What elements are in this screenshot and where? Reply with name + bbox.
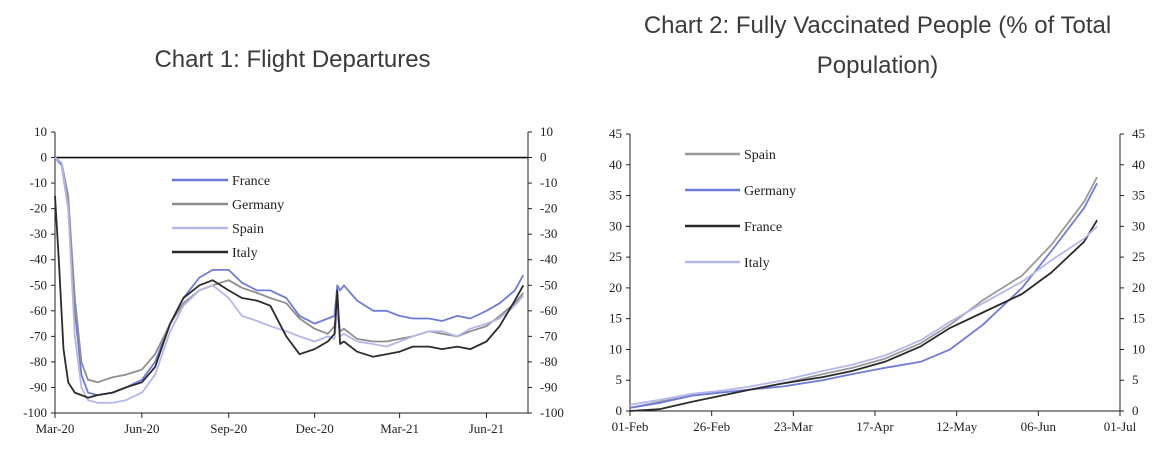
x-tick-label: Mar-21 <box>380 421 419 436</box>
legend-label-germany: Germany <box>744 184 796 199</box>
y-tick-label: -90 <box>540 379 557 394</box>
x-tick-label: 01-Feb <box>612 419 649 434</box>
y-tick-label: 10 <box>34 124 47 139</box>
series-line-italy <box>629 225 1098 406</box>
series-line-spain <box>629 176 1098 409</box>
y-tick-label: 35 <box>1132 188 1145 203</box>
x-tick-label: Mar-20 <box>36 421 75 436</box>
y-tick-label: 30 <box>1132 218 1145 233</box>
x-tick-label: 23-Mar <box>774 419 814 434</box>
y-tick-label: 40 <box>609 157 622 172</box>
y-tick-label: -30 <box>540 226 557 241</box>
y-tick-label: -40 <box>30 252 47 267</box>
y-tick-label: 10 <box>540 124 553 139</box>
y-tick-label: -20 <box>30 201 47 216</box>
y-tick-label: 0 <box>1132 403 1139 418</box>
vaccination-chart: Chart 2: Fully Vaccinated People (% of T… <box>585 0 1170 460</box>
y-tick-label: 25 <box>1132 249 1145 264</box>
y-tick-label: 10 <box>609 341 622 356</box>
legend-label-italy: Italy <box>744 256 770 271</box>
y-tick-label: 10 <box>1132 341 1145 356</box>
x-tick-label: 26-Feb <box>693 419 730 434</box>
y-tick-label: 35 <box>609 188 622 203</box>
series-line-germany <box>629 182 1098 409</box>
series-line-france <box>629 219 1098 412</box>
flight-departures-plot: 10 10 0 0 -10 -10 -20 -20 -30 -30 -40 -40 -50 -50 -60 -… <box>23 124 564 436</box>
x-tick-label: 17-Apr <box>856 419 894 434</box>
y-tick-label: 5 <box>616 372 623 387</box>
x-tick-label: Dec-20 <box>295 421 333 436</box>
y-tick-label: -40 <box>540 252 557 267</box>
y-tick-label: 15 <box>1132 311 1145 326</box>
chart-title: Chart 2: Fully Vaccinated People (% of T… <box>643 12 1112 79</box>
legend-label-spain: Spain <box>232 222 264 237</box>
series-line-spain <box>54 156 524 404</box>
x-tick-label: Sep-20 <box>210 421 247 436</box>
y-tick-label: -70 <box>30 328 47 343</box>
y-tick-label: 5 <box>1132 372 1139 387</box>
x-tick-label: 06-Jun <box>1021 419 1057 434</box>
x-tick-label: 01-Jul <box>1104 419 1137 434</box>
flight-departures-chart: Chart 1: Flight Departures 10 10 0 0 -10 -10 -… <box>23 46 564 436</box>
y-tick-label: -30 <box>30 226 47 241</box>
y-tick-label: 0 <box>616 403 623 418</box>
y-tick-label: 45 <box>1132 126 1145 141</box>
legend-label-germany: Germany <box>232 198 284 213</box>
y-tick-label: 25 <box>609 249 622 264</box>
y-tick-label: 45 <box>609 126 622 141</box>
y-tick-label: -10 <box>540 175 557 190</box>
y-tick-label: 40 <box>1132 157 1145 172</box>
y-tick-label: -70 <box>540 328 557 343</box>
y-tick-label: -50 <box>30 277 47 292</box>
series-line-italy <box>54 195 525 399</box>
y-tick-label: 20 <box>609 280 622 295</box>
series-line-germany <box>54 156 524 384</box>
y-tick-label: -20 <box>540 201 557 216</box>
legend-label-spain: Spain <box>744 148 776 163</box>
y-tick-label: -100 <box>540 405 564 420</box>
legend-label-france: France <box>232 174 270 189</box>
y-tick-label: -90 <box>30 379 47 394</box>
chart-title: Chart 1: Flight Departures <box>154 46 431 73</box>
y-tick-label: -60 <box>30 303 47 318</box>
x-tick-label: Jun-20 <box>124 421 159 436</box>
y-tick-label: 30 <box>609 218 622 233</box>
legend-label-france: France <box>744 220 782 235</box>
y-tick-label: -60 <box>540 303 557 318</box>
y-tick-label: 20 <box>1132 280 1145 295</box>
series-line-france <box>54 156 525 397</box>
y-tick-label: 0 <box>540 150 547 165</box>
y-tick-label: -10 <box>30 175 47 190</box>
y-tick-label: 0 <box>41 150 48 165</box>
y-tick-label: -100 <box>23 405 47 420</box>
x-tick-label: Jun-21 <box>469 421 504 436</box>
y-tick-label: -80 <box>30 354 47 369</box>
y-tick-label: -50 <box>540 277 557 292</box>
y-tick-label: 15 <box>609 311 622 326</box>
y-tick-label: -80 <box>540 354 557 369</box>
legend-label-italy: Italy <box>232 246 258 261</box>
x-tick-label: 12-May <box>936 419 978 434</box>
